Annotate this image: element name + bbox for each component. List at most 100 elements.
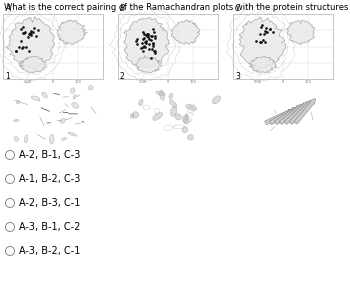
Text: B: B (120, 4, 125, 13)
Text: -100: -100 (24, 80, 32, 84)
Text: A-3, B-2, C-1: A-3, B-2, C-1 (19, 246, 80, 256)
Ellipse shape (182, 127, 188, 133)
Point (257, 40, 263, 44)
Point (150, 41, 156, 46)
Point (152, 49, 158, 53)
Point (264, 30, 270, 34)
Point (148, 55, 154, 60)
Text: A-2, B-1, C-3: A-2, B-1, C-3 (19, 150, 80, 160)
Point (142, 40, 148, 44)
Point (25, 34, 30, 39)
Point (145, 32, 150, 36)
Point (259, 23, 265, 27)
Text: A-1, B-2, C-3: A-1, B-2, C-3 (19, 174, 80, 184)
Point (148, 34, 154, 38)
Point (148, 37, 153, 42)
Point (33, 34, 38, 38)
Point (134, 37, 140, 41)
FancyArrow shape (265, 109, 294, 125)
Point (267, 27, 272, 32)
Point (151, 30, 156, 34)
Text: 1: 1 (5, 72, 10, 81)
Point (145, 35, 150, 40)
Point (150, 44, 155, 49)
Polygon shape (250, 56, 277, 73)
Point (140, 45, 146, 49)
Point (19, 39, 24, 43)
Circle shape (6, 150, 14, 160)
Point (35, 28, 41, 32)
Ellipse shape (212, 96, 221, 104)
Ellipse shape (31, 96, 40, 100)
Polygon shape (239, 17, 286, 71)
Point (26, 49, 32, 53)
Text: 100: 100 (190, 80, 196, 84)
Point (28, 31, 34, 35)
Point (21, 31, 27, 35)
Bar (3, 14, 103, 79)
Point (30, 30, 36, 34)
Bar (118, 14, 218, 79)
Ellipse shape (89, 86, 93, 90)
Text: 0: 0 (167, 80, 169, 84)
Ellipse shape (14, 137, 19, 141)
Point (261, 32, 266, 36)
Point (23, 45, 29, 50)
Bar (3, 82, 103, 145)
Point (149, 34, 155, 38)
Text: A: A (5, 4, 10, 13)
Ellipse shape (182, 116, 189, 124)
Bar (233, 82, 333, 145)
Point (257, 31, 263, 36)
Point (263, 26, 269, 31)
Point (264, 29, 269, 34)
Ellipse shape (14, 119, 19, 122)
Point (270, 30, 276, 34)
Text: 100: 100 (304, 80, 312, 84)
Text: 0: 0 (52, 80, 54, 84)
Ellipse shape (130, 114, 134, 118)
Point (260, 38, 266, 43)
Point (146, 42, 152, 46)
Point (29, 29, 34, 34)
Polygon shape (6, 17, 55, 70)
Point (28, 33, 33, 38)
Point (16, 45, 22, 50)
Polygon shape (171, 20, 200, 44)
Point (27, 30, 33, 35)
Point (144, 34, 150, 38)
Point (21, 45, 26, 50)
Polygon shape (124, 17, 170, 68)
FancyArrow shape (279, 104, 305, 125)
Ellipse shape (68, 132, 77, 136)
Point (141, 49, 146, 54)
Ellipse shape (25, 135, 28, 143)
Ellipse shape (49, 135, 54, 144)
Point (150, 27, 156, 32)
Point (26, 32, 32, 36)
Point (140, 36, 146, 41)
Point (139, 41, 145, 45)
Text: A-2, B-3, C-1: A-2, B-3, C-1 (19, 198, 80, 208)
Point (151, 49, 157, 53)
Point (152, 50, 157, 55)
Ellipse shape (184, 114, 188, 123)
Point (258, 40, 264, 45)
Text: 0: 0 (282, 80, 284, 84)
Text: C: C (235, 4, 240, 13)
Point (258, 25, 264, 29)
FancyArrow shape (294, 98, 315, 124)
Point (262, 40, 268, 44)
Circle shape (6, 247, 14, 255)
Circle shape (6, 199, 14, 208)
Ellipse shape (170, 107, 177, 116)
Ellipse shape (42, 92, 48, 98)
Polygon shape (19, 56, 46, 73)
Ellipse shape (186, 104, 197, 110)
Point (152, 36, 158, 41)
Point (134, 41, 140, 46)
Point (142, 45, 148, 50)
Circle shape (6, 174, 14, 183)
Bar (233, 14, 333, 79)
Ellipse shape (73, 94, 76, 99)
